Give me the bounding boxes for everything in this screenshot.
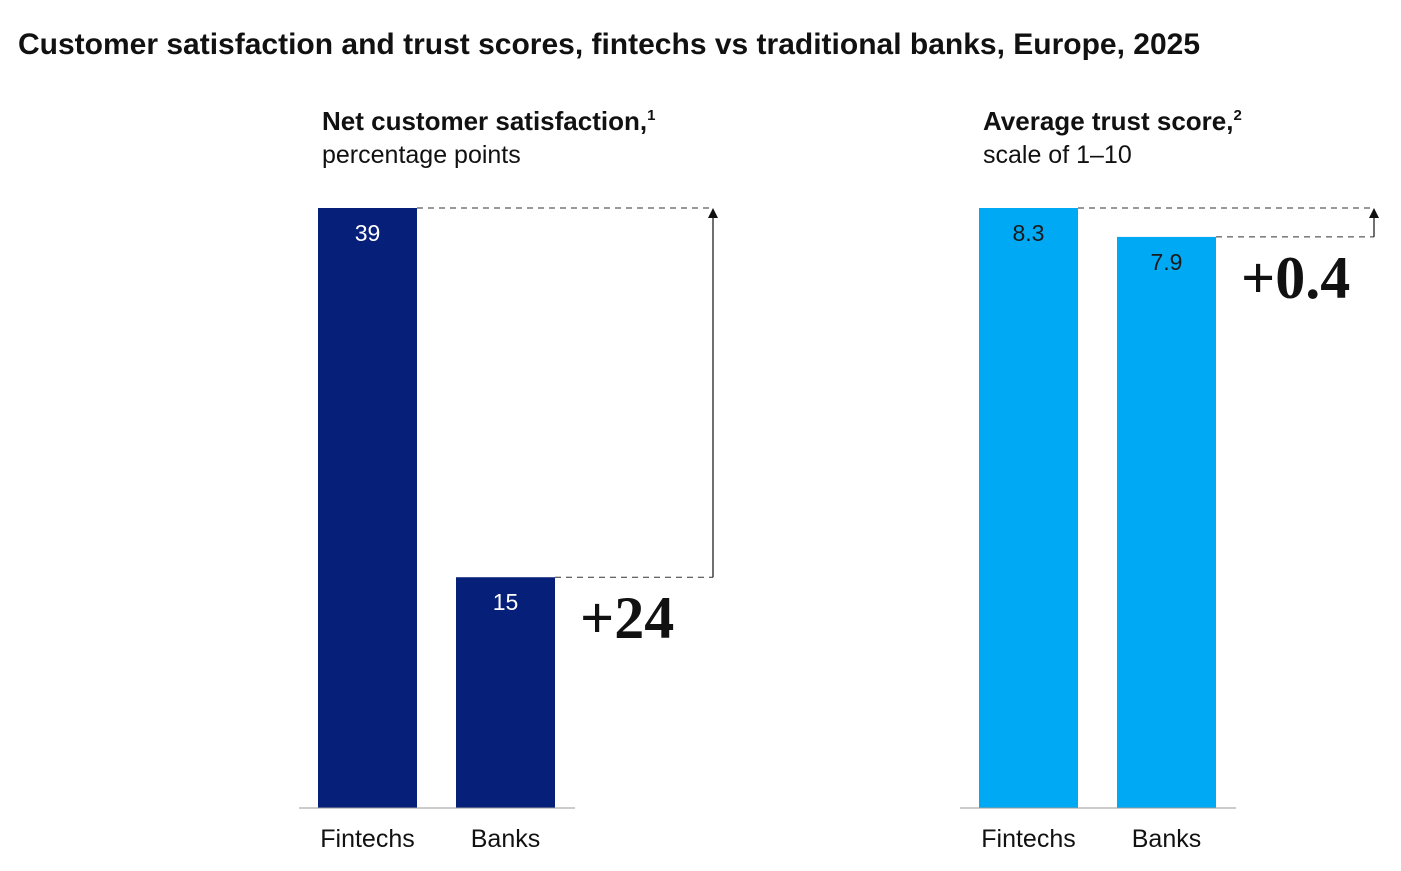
bar (456, 577, 555, 808)
arrow-head (708, 208, 718, 218)
x-tick-label: Banks (471, 825, 540, 853)
difference-annotation: +0.4 (1241, 245, 1350, 311)
value-label: 39 (355, 220, 381, 246)
panel-subtitle: scale of 1–10 (983, 141, 1132, 169)
difference-annotation: +24 (580, 585, 674, 651)
footnote-marker: 2 (1233, 107, 1241, 124)
panel-title: Average trust score,2 (983, 106, 1242, 136)
panel-title: Net customer satisfaction,1 (322, 106, 655, 136)
bar (1117, 236, 1216, 809)
value-label: 7.9 (1151, 249, 1183, 275)
page-title: Customer satisfaction and trust scores, … (18, 28, 1200, 61)
arrow-head (1369, 208, 1379, 218)
bar (318, 208, 417, 808)
panel-subtitle: percentage points (322, 141, 521, 169)
x-tick-label: Banks (1132, 825, 1201, 853)
value-label: 8.3 (1013, 220, 1045, 246)
footnote-marker: 1 (647, 107, 655, 124)
x-tick-label: Fintechs (320, 825, 414, 853)
value-label: 15 (493, 589, 519, 615)
x-tick-label: Fintechs (981, 825, 1075, 853)
panel-title-text: Net customer satisfaction, (322, 106, 647, 136)
panel-title-text: Average trust score, (983, 106, 1233, 136)
bar (979, 208, 1078, 808)
